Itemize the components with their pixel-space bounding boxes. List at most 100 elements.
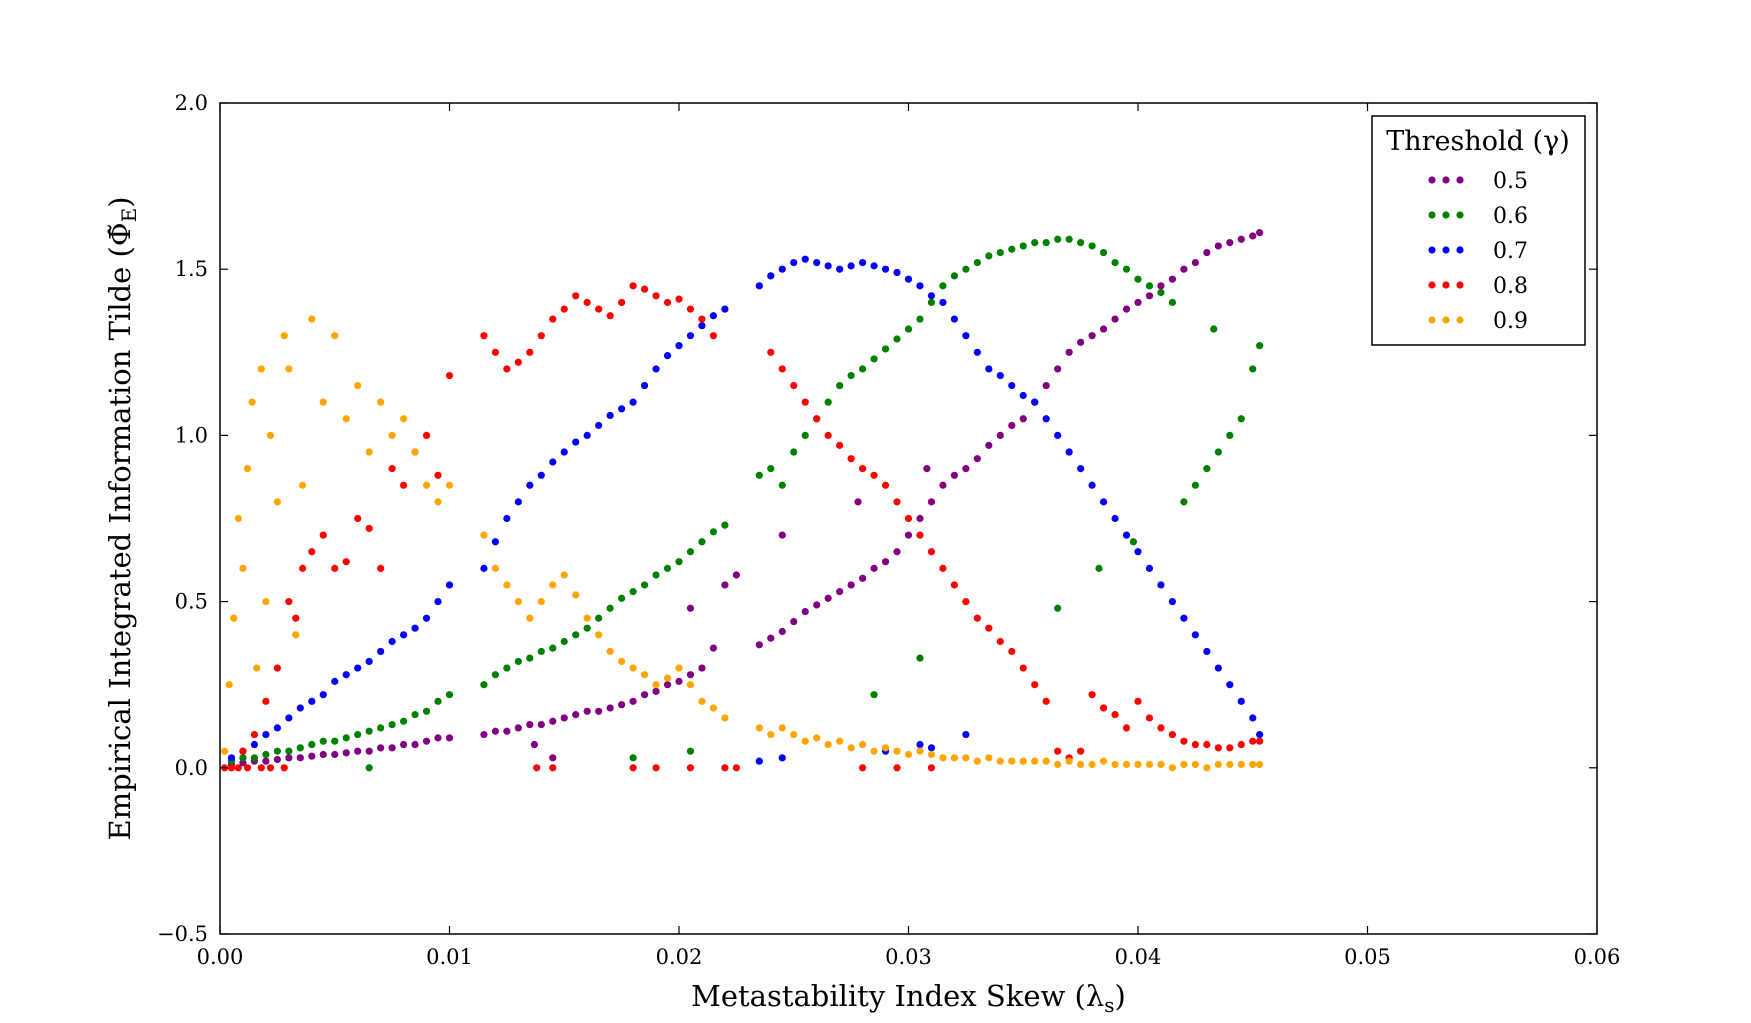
data-point [778, 365, 786, 373]
data-point [526, 654, 534, 662]
data-point [1256, 229, 1264, 237]
data-point [1237, 760, 1245, 769]
data-point [354, 747, 362, 755]
data-point [962, 332, 970, 340]
data-points [220, 229, 1264, 772]
data-point [767, 348, 775, 356]
data-point [1237, 415, 1245, 423]
legend-box [1371, 115, 1586, 346]
data-point [1191, 258, 1199, 267]
data-point [388, 744, 396, 752]
data-point [308, 315, 316, 323]
data-point [1226, 431, 1234, 439]
data-point [686, 305, 695, 313]
data-point [629, 754, 637, 762]
data-point [549, 315, 557, 323]
data-point [239, 754, 247, 762]
data-point [618, 298, 626, 307]
data-point [916, 740, 924, 749]
data-point [308, 548, 316, 556]
data-point [1088, 332, 1096, 340]
data-point [503, 581, 511, 589]
data-point [234, 764, 242, 772]
data-point [767, 272, 775, 280]
data-point [836, 381, 844, 390]
data-point [698, 315, 706, 323]
data-point [354, 664, 362, 672]
data-point [583, 614, 591, 622]
data-point [354, 381, 362, 390]
data-point [1203, 647, 1211, 656]
data-point [1191, 740, 1199, 749]
data-point [778, 265, 786, 273]
data-point [1168, 598, 1177, 606]
data-point [595, 707, 603, 715]
data-point [923, 465, 931, 473]
legend-entry-0.9: 0.9 [1428, 309, 1528, 334]
data-point [514, 358, 522, 366]
data-point [1019, 391, 1027, 400]
data-point [331, 677, 339, 685]
data-point [927, 548, 936, 556]
data-point [1099, 248, 1108, 257]
data-point [790, 617, 798, 626]
data-point [514, 498, 522, 506]
data-point [572, 711, 580, 719]
data-point [663, 681, 672, 689]
data-point [1203, 764, 1211, 772]
data-point [606, 604, 614, 612]
data-point [280, 332, 288, 340]
data-point [262, 730, 270, 739]
legend-marker [1428, 316, 1436, 324]
data-point [273, 747, 281, 755]
data-point [434, 498, 442, 506]
data-point [342, 734, 350, 742]
data-point [663, 674, 672, 682]
data-point [985, 441, 993, 449]
data-point [1054, 235, 1062, 243]
data-point [560, 571, 568, 579]
data-point [560, 448, 568, 456]
data-point [354, 514, 362, 523]
legend-marker [1456, 281, 1464, 289]
data-point [652, 571, 660, 579]
data-point [721, 305, 729, 313]
data-point [292, 631, 300, 639]
data-point [342, 415, 350, 423]
data-point [434, 697, 442, 705]
data-point [904, 325, 913, 333]
data-point [870, 355, 878, 363]
data-point [285, 754, 293, 762]
data-point [411, 740, 419, 749]
data-point [250, 730, 259, 739]
series-0.9 [220, 315, 1264, 772]
data-point [296, 704, 304, 712]
data-point [1088, 242, 1096, 250]
data-point [973, 455, 981, 463]
legend-label: 0.5 [1493, 169, 1528, 194]
data-point [686, 332, 695, 340]
data-point [480, 730, 488, 739]
data-point [239, 564, 247, 572]
data-point [491, 538, 499, 546]
data-point [411, 711, 419, 719]
data-point [813, 734, 821, 742]
data-point [962, 465, 970, 473]
data-point [1256, 737, 1264, 745]
data-point [526, 614, 534, 622]
x-tick-label: 0.02 [656, 945, 703, 969]
data-point [1065, 235, 1073, 243]
data-point [1099, 498, 1108, 506]
data-point [859, 258, 867, 267]
data-point [824, 594, 832, 602]
data-point [904, 531, 913, 539]
data-point [1237, 697, 1245, 705]
data-point [220, 747, 229, 755]
data-point [755, 724, 763, 732]
data-point [319, 398, 327, 406]
data-point [629, 664, 637, 672]
data-point [319, 750, 327, 759]
data-point [985, 252, 993, 260]
data-point [996, 371, 1004, 380]
data-point [755, 641, 763, 649]
